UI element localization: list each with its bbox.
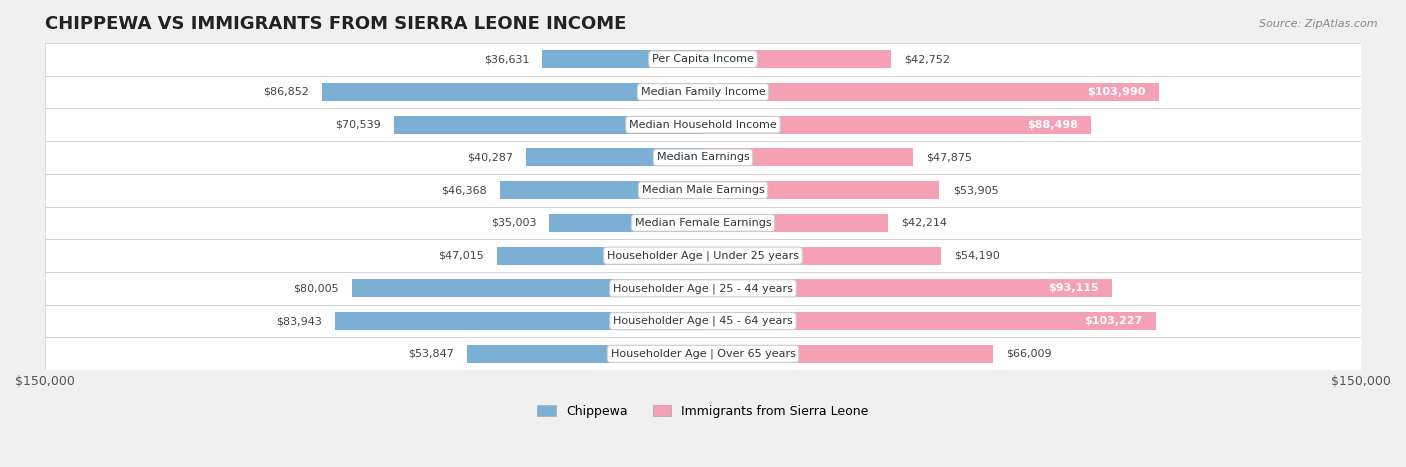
FancyBboxPatch shape: [499, 181, 703, 199]
FancyBboxPatch shape: [45, 43, 1361, 76]
Text: $46,368: $46,368: [440, 185, 486, 195]
FancyBboxPatch shape: [45, 141, 1361, 174]
Text: Median Male Earnings: Median Male Earnings: [641, 185, 765, 195]
Text: Per Capita Income: Per Capita Income: [652, 54, 754, 64]
Legend: Chippewa, Immigrants from Sierra Leone: Chippewa, Immigrants from Sierra Leone: [533, 400, 873, 423]
Text: CHIPPEWA VS IMMIGRANTS FROM SIERRA LEONE INCOME: CHIPPEWA VS IMMIGRANTS FROM SIERRA LEONE…: [45, 15, 626, 33]
FancyBboxPatch shape: [45, 239, 1361, 272]
FancyBboxPatch shape: [526, 149, 703, 166]
Text: Householder Age | 45 - 64 years: Householder Age | 45 - 64 years: [613, 316, 793, 326]
Text: $42,214: $42,214: [901, 218, 948, 228]
Text: Median Female Earnings: Median Female Earnings: [634, 218, 772, 228]
FancyBboxPatch shape: [45, 338, 1361, 370]
FancyBboxPatch shape: [467, 345, 703, 363]
Text: Householder Age | Under 25 years: Householder Age | Under 25 years: [607, 250, 799, 261]
FancyBboxPatch shape: [335, 312, 703, 330]
Text: $70,539: $70,539: [335, 120, 381, 130]
FancyBboxPatch shape: [703, 345, 993, 363]
FancyBboxPatch shape: [322, 83, 703, 101]
Text: Median Earnings: Median Earnings: [657, 152, 749, 163]
Text: $53,847: $53,847: [408, 349, 454, 359]
Text: $66,009: $66,009: [1005, 349, 1052, 359]
Text: $80,005: $80,005: [294, 283, 339, 293]
Text: $35,003: $35,003: [491, 218, 536, 228]
FancyBboxPatch shape: [543, 50, 703, 68]
Text: $40,287: $40,287: [467, 152, 513, 163]
FancyBboxPatch shape: [703, 83, 1159, 101]
Text: $36,631: $36,631: [484, 54, 529, 64]
FancyBboxPatch shape: [352, 279, 703, 297]
FancyBboxPatch shape: [703, 181, 939, 199]
Text: $54,190: $54,190: [953, 251, 1000, 261]
FancyBboxPatch shape: [703, 214, 889, 232]
FancyBboxPatch shape: [703, 312, 1156, 330]
FancyBboxPatch shape: [703, 279, 1112, 297]
Text: $93,115: $93,115: [1047, 283, 1098, 293]
FancyBboxPatch shape: [703, 247, 941, 265]
FancyBboxPatch shape: [45, 76, 1361, 108]
FancyBboxPatch shape: [703, 149, 912, 166]
FancyBboxPatch shape: [45, 304, 1361, 338]
Text: $47,875: $47,875: [927, 152, 972, 163]
Text: $47,015: $47,015: [437, 251, 484, 261]
Text: Householder Age | Over 65 years: Householder Age | Over 65 years: [610, 348, 796, 359]
Text: $103,227: $103,227: [1084, 316, 1143, 326]
FancyBboxPatch shape: [703, 50, 890, 68]
FancyBboxPatch shape: [394, 116, 703, 134]
Text: $86,852: $86,852: [263, 87, 309, 97]
Text: Median Household Income: Median Household Income: [628, 120, 778, 130]
FancyBboxPatch shape: [45, 108, 1361, 141]
Text: $88,498: $88,498: [1028, 120, 1078, 130]
Text: Source: ZipAtlas.com: Source: ZipAtlas.com: [1260, 19, 1378, 28]
Text: Householder Age | 25 - 44 years: Householder Age | 25 - 44 years: [613, 283, 793, 294]
Text: $42,752: $42,752: [904, 54, 949, 64]
FancyBboxPatch shape: [550, 214, 703, 232]
FancyBboxPatch shape: [703, 116, 1091, 134]
Text: $53,905: $53,905: [953, 185, 998, 195]
Text: Median Family Income: Median Family Income: [641, 87, 765, 97]
FancyBboxPatch shape: [45, 272, 1361, 304]
FancyBboxPatch shape: [45, 206, 1361, 239]
Text: $83,943: $83,943: [276, 316, 322, 326]
FancyBboxPatch shape: [45, 174, 1361, 206]
Text: $103,990: $103,990: [1088, 87, 1146, 97]
FancyBboxPatch shape: [496, 247, 703, 265]
